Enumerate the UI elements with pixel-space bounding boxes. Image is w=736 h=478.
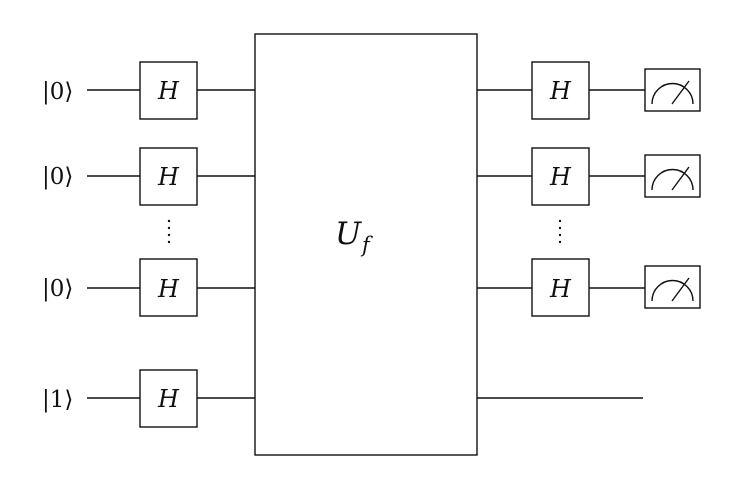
- measurement-meter-icon: [644, 265, 701, 309]
- oracle-label-sub: f: [360, 233, 373, 257]
- right-vertical-ellipsis: [558, 219, 562, 244]
- input-state-3: |0⟩: [42, 276, 73, 302]
- hadamard-gate-right-3: H: [531, 258, 590, 317]
- measurement-meter-icon: [644, 154, 701, 198]
- hadamard-gate-right-2: H: [531, 147, 590, 206]
- hadamard-gate-left-2: H: [139, 147, 198, 206]
- oracle-block: U f: [254, 33, 478, 456]
- hadamard-gate-right-1: H: [531, 61, 590, 120]
- hadamard-gate-label: H: [549, 163, 572, 191]
- oracle-label-main: U: [335, 216, 362, 252]
- hadamard-gate-label: H: [157, 77, 180, 105]
- left-vertical-ellipsis: [167, 219, 171, 244]
- input-state-2: |0⟩: [42, 164, 73, 190]
- hadamard-gate-label: H: [157, 275, 180, 303]
- hadamard-gate-label: H: [549, 275, 572, 303]
- hadamard-gate-label: H: [157, 385, 180, 413]
- measurement-meter-icon: [644, 68, 701, 112]
- hadamard-gate-left-4: H: [139, 369, 198, 428]
- hadamard-gate-left-3: H: [139, 258, 198, 317]
- hadamard-gate-label: H: [549, 77, 572, 105]
- input-state-1: |0⟩: [42, 79, 73, 105]
- hadamard-gate-left-1: H: [139, 61, 198, 120]
- hadamard-gate-label: H: [157, 163, 180, 191]
- input-state-4: |1⟩: [42, 387, 73, 413]
